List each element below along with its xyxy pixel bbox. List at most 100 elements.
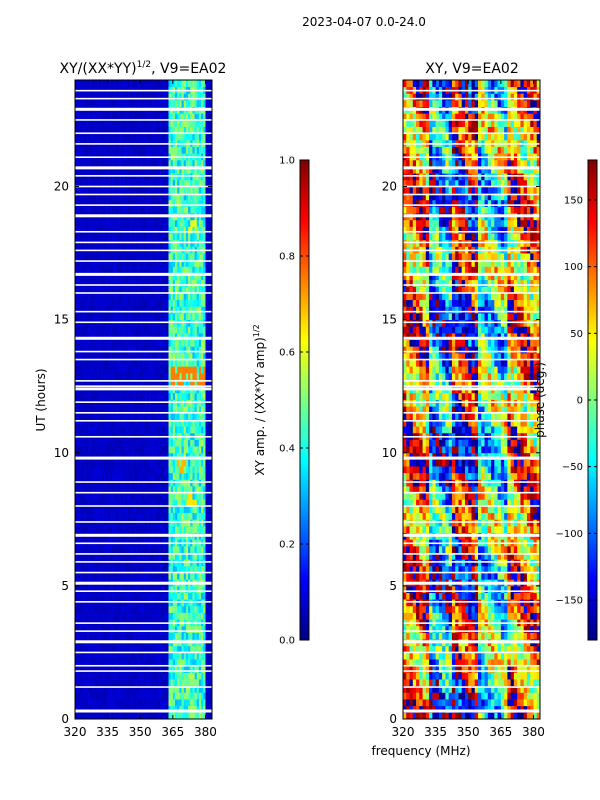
left-heatmap-cell [116,519,119,527]
left-heatmap-cell [133,339,137,347]
left-heatmap-cell [131,479,135,487]
left-heatmap-cell [170,659,174,667]
left-heatmap-cell [196,306,200,314]
left-heatmap-cell [144,426,148,434]
left-heatmap-cell [196,605,200,613]
left-heatmap-cell [131,592,135,600]
left-heatmap-cell [133,293,137,301]
left-heatmap-cell [103,672,106,680]
left-heatmap-cell [101,372,104,380]
left-heatmap-cell [122,512,126,520]
left-heatmap-cell [133,645,137,653]
left-heatmap-cell [170,599,174,607]
left-heatmap-cell [205,359,209,367]
left-heatmap-cell [207,239,211,247]
left-heatmap-cell [118,319,122,327]
left-heatmap-cell [79,239,82,247]
left-heatmap-cell [185,399,189,407]
left-heatmap-cell [183,605,187,613]
left-heatmap-cell [179,605,182,613]
left-heatmap-cell [209,266,213,274]
left-heatmap-cell [96,273,100,281]
left-heatmap-cell [144,406,148,414]
left-heatmap-cell [116,645,119,653]
left-heatmap-cell [166,359,169,367]
left-heatmap-cell [101,665,104,673]
left-heatmap-cell [75,206,78,214]
left-heatmap-cell [88,559,91,567]
left-heatmap-cell [188,492,191,500]
left-heatmap-cell [166,392,169,400]
left-heatmap-cell [111,592,115,600]
left-heatmap-cell [161,459,165,467]
left-heatmap-cell [120,672,124,680]
left-heatmap-cell [114,712,117,720]
left-heatmap-cell [138,486,141,494]
left-heatmap-cell [81,193,85,201]
left-heatmap-cell [107,499,111,507]
left-heatmap-cell [196,452,200,460]
left-heatmap-cell [201,572,204,580]
left-heatmap-cell [133,652,137,660]
left-heatmap-cell [155,419,159,427]
left-heatmap-cell [101,625,104,633]
left-heatmap-cell [75,512,78,520]
left-heatmap-cell [192,379,195,387]
left-heatmap-cell [111,199,115,207]
left-heatmap-cell [135,199,139,207]
left-heatmap-cell [183,226,187,234]
left-heatmap-cell [196,599,200,607]
left-heatmap-cell [96,306,100,314]
left-heatmap-cell [140,612,143,620]
left-heatmap-cell [194,506,198,514]
left-heatmap-cell [194,665,198,673]
left-heatmap-cell [79,193,82,201]
left-heatmap-cell [81,319,85,327]
left-heatmap-cell [146,572,150,580]
left-heatmap-cell [166,306,169,314]
left-heatmap-cell [94,359,98,367]
left-heatmap-cell [177,206,180,214]
left-heatmap-cell [151,392,154,400]
left-heatmap-cell [203,446,206,454]
left-heatmap-cell [153,572,156,580]
left-heatmap-cell [151,525,154,534]
left-heatmap-cell [188,625,191,633]
left-heatmap-cell [77,372,80,380]
left-heatmap-cell [172,253,176,261]
left-heatmap-cell [179,419,182,427]
left-heatmap-cell [85,412,89,420]
left-heatmap-cell [90,585,93,593]
left-heatmap-cell [118,486,122,494]
left-heatmap-cell [98,679,102,687]
left-heatmap-cell [98,572,102,580]
left-heatmap-cell [188,326,191,334]
left-heatmap-cell [177,492,180,500]
left-heatmap-cell [79,253,82,261]
left-heatmap-cell [135,339,139,347]
left-heatmap-cell [201,392,204,400]
left-heatmap-cell [198,466,202,474]
left-heatmap-cell [157,366,161,374]
left-heatmap-cell [203,585,206,593]
left-heatmap-cell [90,452,93,460]
left-heatmap-cell [205,712,209,720]
left-heatmap-cell [172,486,176,494]
left-heatmap-cell [133,206,137,214]
left-heatmap-cell [155,625,159,633]
left-heatmap-cell [116,679,119,687]
left-heatmap-cell [83,446,87,454]
left-heatmap-cell [138,612,141,620]
left-heatmap-cell [122,239,126,247]
left-heatmap-cell [164,699,167,707]
left-heatmap-cell [146,625,150,633]
left-heatmap-cell [85,193,89,201]
left-heatmap-cell [96,665,100,673]
left-heatmap-cell [116,512,119,520]
left-heatmap-cell [179,612,182,620]
left-heatmap-cell [129,419,132,427]
left-heatmap-cell [144,545,148,553]
left-heatmap-cell [81,352,85,360]
left-heatmap-cell [161,512,165,520]
left-heatmap-cell [77,332,80,340]
